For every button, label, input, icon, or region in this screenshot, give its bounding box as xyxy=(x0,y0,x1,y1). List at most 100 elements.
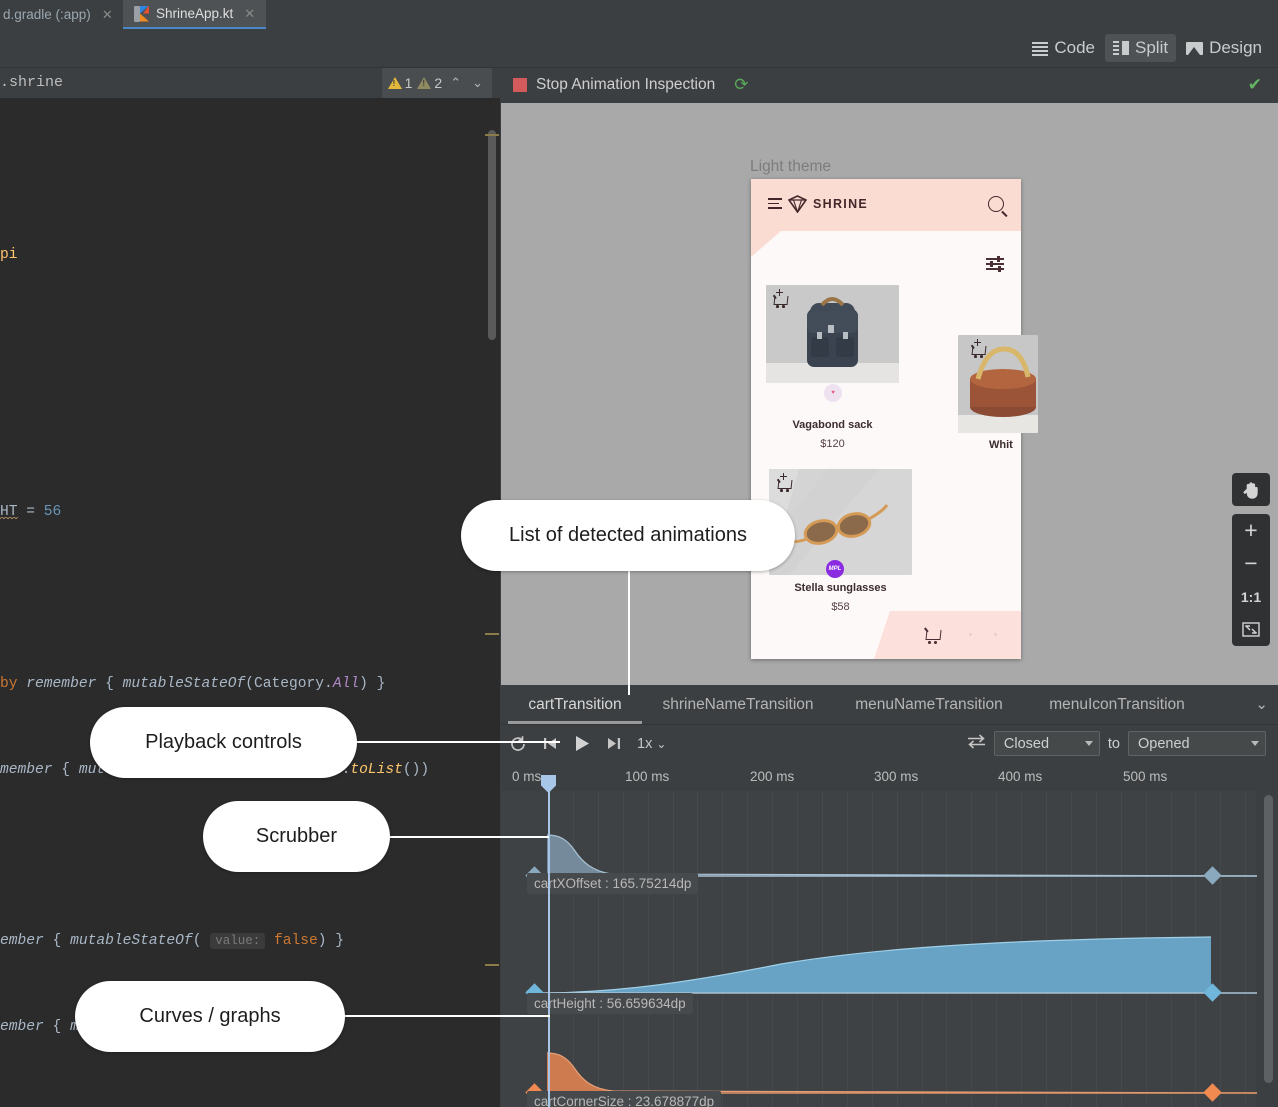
tab-label: menuNameTransition xyxy=(855,695,1003,713)
chevron-down-icon: ⌄ xyxy=(656,736,667,751)
chevron-down-icon[interactable]: ⌄ xyxy=(472,75,483,90)
grid-line xyxy=(797,791,798,1107)
to-state-dropdown[interactable]: Opened xyxy=(1128,731,1266,756)
check-icon: ✔ xyxy=(1247,75,1262,94)
grid-line xyxy=(1220,791,1222,1107)
product-price: $120 xyxy=(820,438,845,450)
weak-warning-count-label: 2 xyxy=(434,75,443,91)
grid-line xyxy=(821,791,823,1107)
warning-count[interactable]: 1 xyxy=(387,75,412,91)
to-state-value: Opened xyxy=(1138,735,1190,752)
zoom-out-icon[interactable]: − xyxy=(1244,550,1258,576)
animation-tab-cartTransition[interactable]: cartTransition xyxy=(508,685,642,724)
file-tab-shrineapp[interactable]: ShrineApp.kt ✕ xyxy=(123,0,267,29)
stop-animation-inspection-button[interactable]: Stop Animation Inspection ⟳ xyxy=(513,75,748,95)
callout-leader-line xyxy=(350,741,560,743)
zoom-button-group[interactable]: + − 1:1 xyxy=(1232,514,1270,646)
timeline-scrollbar[interactable] xyxy=(1264,795,1273,1083)
app-bar: SHRINE xyxy=(751,179,1021,231)
swap-states-icon[interactable] xyxy=(967,733,986,754)
product-image[interactable] xyxy=(958,335,1038,433)
timeline-ruler[interactable]: 0 ms 100 ms 200 ms 300 ms 400 ms 500 ms xyxy=(501,763,1256,792)
file-tab-label: d.gradle (:app) xyxy=(3,7,91,22)
chevron-up-icon[interactable]: ⌃ xyxy=(450,75,462,90)
editor-marker[interactable] xyxy=(485,633,499,635)
mode-code-button[interactable]: Code xyxy=(1024,34,1103,62)
product-price: $58 xyxy=(831,601,850,613)
grid-line xyxy=(597,791,599,1107)
skip-to-start-icon[interactable] xyxy=(543,736,558,751)
stop-label: Stop Animation Inspection xyxy=(536,76,716,93)
product-image[interactable] xyxy=(766,285,899,383)
tick-label: 0 ms xyxy=(512,769,542,784)
zoom-actual-icon[interactable]: 1:1 xyxy=(1240,588,1262,605)
weak-warning-count[interactable]: 2 xyxy=(417,75,442,91)
zoom-fit-icon[interactable] xyxy=(1232,613,1270,646)
refresh-icon[interactable]: ⟳ xyxy=(734,75,749,94)
callout-text: Playback controls xyxy=(145,731,302,753)
animation-tab-shrineNameTransition[interactable]: shrineNameTransition xyxy=(646,685,830,724)
sheet-corner-cut xyxy=(751,231,781,257)
to-label: to xyxy=(1107,735,1120,752)
preview-title: Light theme xyxy=(750,158,831,175)
grid-line xyxy=(647,791,649,1107)
cart-dot xyxy=(969,633,972,636)
tab-label: shrineNameTransition xyxy=(662,695,814,713)
compose-preview-canvas[interactable]: Light theme SHRINE xyxy=(501,103,1278,685)
file-tab-gradle[interactable]: d.gradle (:app) ✕ xyxy=(0,0,124,29)
close-icon[interactable]: ✕ xyxy=(101,6,113,22)
pan-hand-icon[interactable] xyxy=(1232,473,1270,506)
from-state-dropdown[interactable]: Closed xyxy=(993,731,1100,756)
chevron-down-icon[interactable]: ⌄ xyxy=(1255,696,1268,713)
curve-label-cartHeight: cartHeight : 56.659634dp xyxy=(527,993,693,1014)
pan-tool-group[interactable] xyxy=(1232,473,1270,506)
cart-bottom-bar[interactable] xyxy=(874,611,1021,659)
add-to-cart-icon[interactable] xyxy=(971,339,988,358)
add-to-cart-icon[interactable] xyxy=(777,473,794,492)
animation-inspector: cartTransition shrineNameTransition menu… xyxy=(501,685,1278,1107)
play-icon[interactable] xyxy=(574,735,590,752)
mode-split-button[interactable]: Split xyxy=(1105,34,1177,62)
scrubber-handle[interactable] xyxy=(541,775,556,793)
curve-label-cartCornerSize: cartCornerSize : 23.678877dp xyxy=(527,1091,722,1107)
mode-design-button[interactable]: Design xyxy=(1178,34,1270,62)
playback-speed-dropdown[interactable]: 1x ⌄ xyxy=(637,736,666,752)
editor-marker[interactable] xyxy=(485,964,499,966)
cart-dot xyxy=(994,633,997,636)
state-selectors: Closed to Opened xyxy=(967,724,1266,763)
shopping-cart-icon[interactable] xyxy=(924,627,942,644)
animation-timeline[interactable]: 0 ms 100 ms 200 ms 300 ms 400 ms 500 ms xyxy=(501,763,1278,1107)
hamburger-menu-icon[interactable] xyxy=(768,198,782,209)
curve-cartHeight xyxy=(541,936,1257,994)
zoom-in-icon[interactable]: + xyxy=(1244,517,1258,543)
breadcrumb-bar: .shrine 1 2 ⌃ ⌄ xyxy=(0,68,500,98)
shrine-app-preview[interactable]: SHRINE xyxy=(751,179,1038,659)
code-editor[interactable]: pi HT = 56 by remember { mutableStateOf(… xyxy=(0,98,500,1107)
curve-row-cartCornerSize[interactable] xyxy=(501,1029,1258,1102)
grid-line xyxy=(572,791,574,1107)
scrubber-playhead[interactable] xyxy=(548,791,550,1107)
tune-filter-icon[interactable] xyxy=(986,256,1004,272)
add-to-cart-icon[interactable] xyxy=(773,289,790,308)
animation-tab-menuIconTransition[interactable]: menuIconTransition xyxy=(1028,685,1206,724)
playback-controls-bar: 1x ⌄ Closed to Opened xyxy=(501,724,1278,763)
code-lines-icon xyxy=(1032,41,1049,56)
editor-mode-bar: Code Split Design xyxy=(0,29,1278,68)
breadcrumb[interactable]: .shrine xyxy=(0,74,64,91)
close-icon[interactable]: ✕ xyxy=(244,5,256,21)
callout-leader-line xyxy=(338,1015,550,1017)
search-icon[interactable] xyxy=(988,196,1004,212)
editor-marker[interactable] xyxy=(485,134,499,136)
loop-icon[interactable] xyxy=(509,735,527,753)
curve-row-cartHeight[interactable] xyxy=(501,909,1257,1002)
split-view-icon xyxy=(1113,41,1129,55)
product-image[interactable] xyxy=(769,469,912,575)
editor-scrollbar[interactable] xyxy=(488,130,496,340)
app-brand-label: SHRINE xyxy=(813,197,869,211)
inspection-widget[interactable]: 1 2 ⌃ ⌄ xyxy=(381,68,492,98)
callout-leader-line xyxy=(383,836,549,838)
animation-tab-menuNameTransition[interactable]: menuNameTransition xyxy=(840,685,1018,724)
warning-triangle-icon xyxy=(387,77,402,89)
speed-label: 1x xyxy=(637,735,653,752)
skip-to-end-icon[interactable] xyxy=(606,736,621,751)
